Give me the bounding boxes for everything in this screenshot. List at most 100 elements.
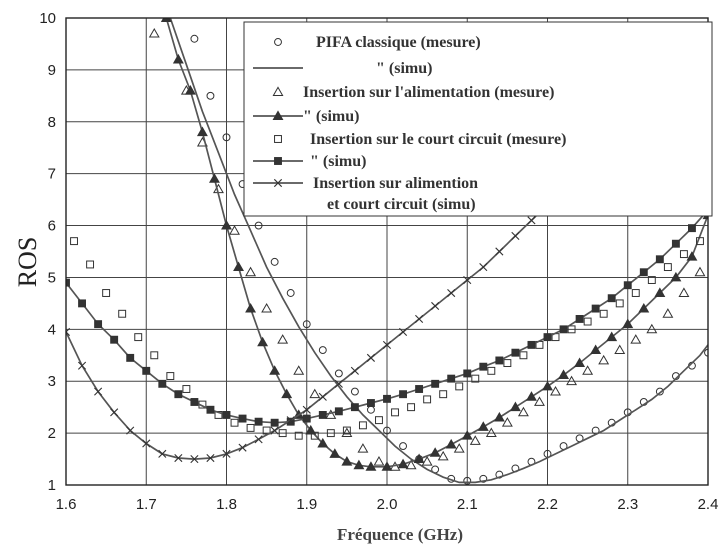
data-point bbox=[517, 406, 529, 417]
data-point bbox=[286, 416, 295, 425]
series-1 bbox=[169, 18, 708, 484]
data-point bbox=[246, 423, 255, 432]
data-point bbox=[527, 340, 536, 349]
data-point bbox=[655, 255, 664, 264]
data-point bbox=[233, 261, 244, 272]
data-point bbox=[277, 334, 289, 344]
data-point bbox=[318, 392, 327, 401]
data-point bbox=[350, 387, 359, 396]
data-point bbox=[696, 237, 704, 246]
data-point bbox=[329, 448, 341, 458]
data-point bbox=[519, 351, 528, 360]
legend-entry: Insertion sur alimention bbox=[253, 175, 478, 192]
data-point bbox=[558, 369, 570, 379]
data-point bbox=[334, 369, 343, 378]
data-point bbox=[599, 309, 608, 318]
data-point bbox=[222, 133, 231, 142]
series-line bbox=[66, 162, 593, 460]
x-tick-label: 1.8 bbox=[216, 496, 237, 513]
data-point bbox=[190, 398, 199, 406]
series-2 bbox=[148, 27, 706, 471]
data-point bbox=[662, 308, 674, 318]
data-point bbox=[273, 178, 283, 188]
data-point bbox=[350, 366, 359, 375]
data-point bbox=[94, 320, 103, 329]
data-point bbox=[437, 450, 449, 461]
data-point bbox=[590, 344, 602, 355]
data-point bbox=[272, 110, 284, 120]
legend-label: et court circuit (simu) bbox=[327, 196, 476, 213]
data-point bbox=[142, 366, 151, 375]
data-point bbox=[142, 439, 151, 448]
data-point bbox=[238, 414, 247, 423]
data-point bbox=[463, 275, 472, 285]
data-point bbox=[254, 417, 263, 426]
data-point bbox=[366, 353, 376, 362]
data-point bbox=[439, 390, 448, 399]
data-point bbox=[286, 289, 295, 297]
y-tick-label: 2 bbox=[48, 425, 56, 442]
data-point bbox=[391, 408, 399, 417]
data-point bbox=[357, 443, 369, 453]
data-point bbox=[487, 366, 496, 375]
data-point bbox=[511, 231, 520, 241]
data-point bbox=[358, 421, 367, 430]
legend-box bbox=[243, 21, 713, 217]
data-point bbox=[383, 394, 391, 403]
data-point bbox=[222, 449, 231, 458]
data-point bbox=[607, 294, 616, 303]
data-point bbox=[447, 288, 456, 298]
data-point bbox=[503, 359, 512, 368]
data-point bbox=[582, 365, 594, 375]
y-tick-label: 6 bbox=[48, 218, 56, 235]
data-point bbox=[238, 443, 247, 452]
data-point bbox=[479, 362, 488, 371]
y-tick-label: 9 bbox=[48, 62, 56, 79]
data-point bbox=[206, 453, 215, 463]
series-6 bbox=[66, 159, 596, 464]
data-point bbox=[469, 435, 481, 445]
data-point bbox=[525, 391, 537, 401]
data-point bbox=[398, 327, 408, 336]
legend-entry: Insertion sur le court circuit (mesure) bbox=[274, 131, 566, 148]
data-point bbox=[294, 431, 303, 440]
legend-label: PIFA classique (mesure) bbox=[316, 34, 481, 51]
x-axis-title: Fréquence (GHz) bbox=[337, 525, 463, 544]
data-point bbox=[373, 456, 385, 466]
tick-labels: 1.6 1.7 1.8 1.9 2.0 2.1 2.2 2.3 2.4 1 2 3 4 5 6 7 8 9 10 bbox=[39, 10, 718, 513]
data-point bbox=[166, 372, 175, 380]
data-point bbox=[655, 387, 664, 396]
data-point bbox=[431, 379, 440, 388]
data-point bbox=[405, 459, 417, 470]
data-point bbox=[254, 221, 263, 230]
data-point bbox=[638, 302, 650, 313]
data-point bbox=[511, 348, 520, 357]
data-point bbox=[493, 411, 505, 422]
data-point bbox=[501, 417, 513, 427]
data-point bbox=[574, 357, 586, 368]
x-tick-label: 1.6 bbox=[56, 496, 77, 513]
x-tick-label: 2.4 bbox=[698, 496, 719, 513]
data-point bbox=[245, 302, 257, 313]
data-point bbox=[190, 34, 199, 43]
plot-frame bbox=[65, 17, 709, 486]
data-point bbox=[647, 276, 656, 284]
y-tick-label: 1 bbox=[48, 477, 56, 494]
data-point bbox=[270, 418, 279, 427]
data-point bbox=[471, 374, 480, 383]
data-point bbox=[365, 461, 377, 471]
data-point bbox=[623, 281, 632, 290]
data-point bbox=[407, 403, 416, 412]
x-tick-label: 1.7 bbox=[136, 496, 157, 513]
data-point bbox=[415, 314, 424, 324]
data-point bbox=[148, 27, 160, 38]
series-layer bbox=[66, 18, 708, 485]
data-point bbox=[631, 289, 640, 297]
data-point bbox=[413, 453, 425, 464]
data-point bbox=[686, 251, 698, 261]
x-tick-label: 2.1 bbox=[457, 496, 478, 513]
data-point bbox=[341, 427, 353, 438]
data-point bbox=[375, 416, 383, 425]
data-point bbox=[310, 431, 319, 440]
data-point bbox=[77, 361, 87, 370]
